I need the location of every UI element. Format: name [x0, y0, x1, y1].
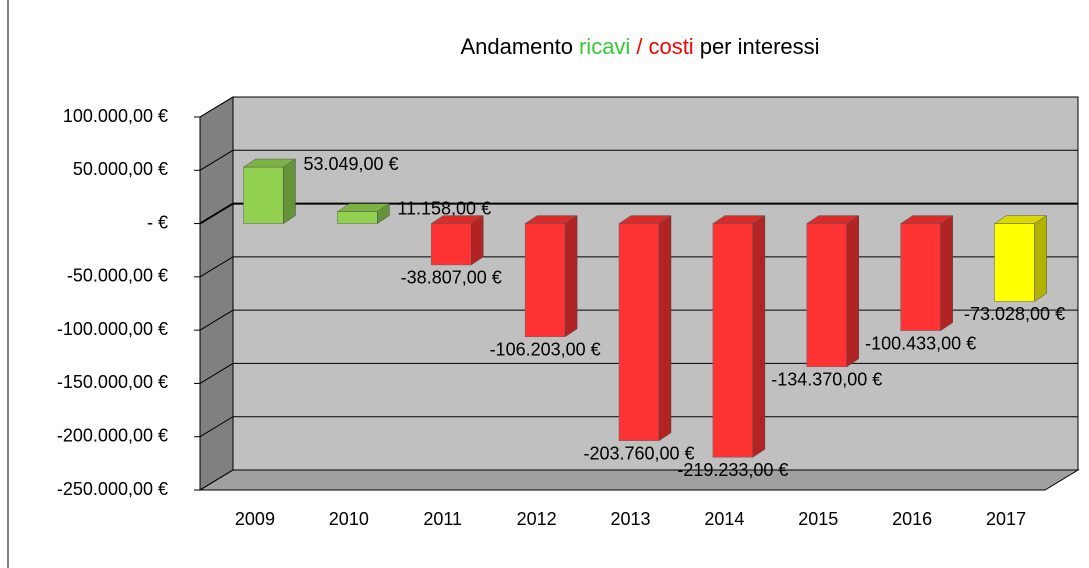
- bar: [430, 215, 485, 266]
- bar-top: [899, 215, 954, 224]
- bar-side: [658, 215, 672, 442]
- x-tick-label: 2016: [892, 509, 932, 529]
- bar: [336, 203, 391, 225]
- x-tick-label: 2012: [517, 509, 557, 529]
- bar-top: [805, 215, 860, 224]
- grid-line: [199, 309, 1078, 331]
- bar-front: [430, 223, 472, 266]
- bar-top: [618, 215, 672, 224]
- y-tick-label: 50.000,00 €: [73, 159, 168, 179]
- value-label: -100.433,00 €: [865, 333, 976, 353]
- bar-front: [337, 211, 378, 224]
- title-part: costi: [648, 34, 693, 59]
- y-tick-label: -100.000,00 €: [57, 319, 168, 339]
- x-tick-label: 2009: [235, 509, 275, 529]
- bar-front: [524, 223, 566, 338]
- bar-side: [470, 215, 484, 266]
- bar-front: [712, 223, 754, 458]
- grid-line: [199, 202, 1078, 225]
- title-part: /: [636, 34, 643, 59]
- bar-side: [1034, 215, 1047, 302]
- bar: [993, 215, 1048, 302]
- bar-top: [430, 215, 485, 224]
- bar-top: [993, 215, 1048, 224]
- title-part: ricavi: [579, 34, 630, 59]
- bar-top: [336, 203, 391, 212]
- y-tick-label: 100.000,00 €: [63, 106, 168, 126]
- bar-front: [806, 223, 848, 368]
- value-label: -106.203,00 €: [490, 340, 601, 360]
- value-label: -134.370,00 €: [771, 370, 882, 390]
- x-tick-label: 2015: [798, 509, 838, 529]
- value-label: -73.028,00 €: [964, 304, 1065, 324]
- x-tick-label: 2011: [423, 509, 462, 529]
- bar-top: [242, 158, 297, 168]
- bar: [524, 215, 578, 338]
- bar: [618, 215, 672, 442]
- value-label: -203.760,00 €: [583, 443, 694, 463]
- bar-top: [524, 215, 578, 224]
- bar-side: [283, 158, 296, 225]
- x-tick-label: 2013: [610, 509, 650, 529]
- grid-line: [199, 96, 1078, 118]
- value-label: -219.233,00 €: [677, 460, 788, 480]
- bar: [712, 215, 766, 458]
- value-label: 11.158,00 €: [397, 198, 491, 218]
- bar: [899, 215, 954, 332]
- grid-line: [199, 256, 1078, 278]
- y-tick-label: -150.000,00 €: [57, 372, 168, 392]
- y-tick-label: -250.000,00 €: [57, 479, 168, 499]
- y-tick-label: - €: [147, 212, 168, 232]
- floor: [198, 469, 1080, 491]
- value-label: 53.049,00 €: [303, 154, 398, 174]
- grid-line: [199, 416, 1078, 438]
- x-tick-label: 2017: [986, 509, 1026, 529]
- bar-front: [618, 223, 660, 441]
- value-label: -38.807,00 €: [401, 268, 502, 288]
- bar-side: [564, 215, 578, 338]
- chart-title: Andamento ricavi / costi per interessi: [460, 34, 819, 59]
- bar-front: [243, 166, 284, 224]
- bar: [805, 215, 860, 368]
- side-wall: [199, 96, 234, 491]
- grid-line: [199, 469, 1078, 491]
- grid-line: [199, 149, 1078, 171]
- bar-front: [900, 223, 941, 331]
- title-part: per interessi: [700, 34, 820, 59]
- bar: [242, 158, 297, 225]
- bar-side: [846, 215, 860, 368]
- title-part: Andamento: [460, 34, 573, 59]
- bar-top: [712, 215, 766, 224]
- bar-side: [940, 215, 953, 332]
- bar-front: [994, 223, 1035, 302]
- x-tick-label: 2014: [704, 509, 744, 529]
- x-tick-label: 2010: [329, 509, 369, 529]
- bar-side: [752, 215, 766, 458]
- grid-line: [199, 362, 1078, 384]
- y-tick-label: -50.000,00 €: [67, 266, 168, 286]
- y-tick-label: -200.000,00 €: [57, 425, 168, 445]
